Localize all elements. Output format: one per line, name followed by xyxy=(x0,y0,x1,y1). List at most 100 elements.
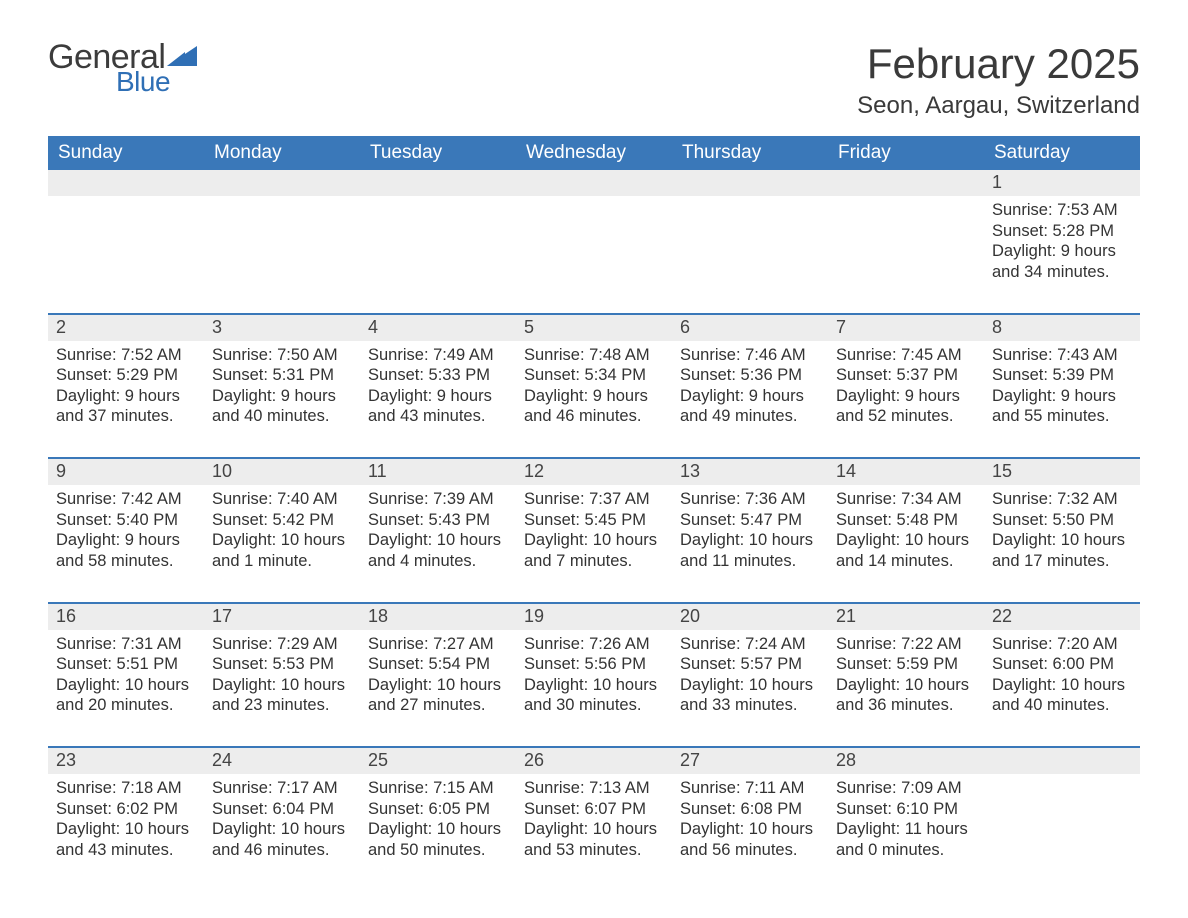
dl1-line: Daylight: 10 hours xyxy=(680,819,820,840)
day-number-cell: 10 xyxy=(204,459,360,485)
sunrise-line: Sunrise: 7:17 AM xyxy=(212,778,352,799)
sunset-line: Sunset: 6:02 PM xyxy=(56,799,196,820)
dl1-line: Daylight: 10 hours xyxy=(992,530,1132,551)
dl2-line: and 33 minutes. xyxy=(680,695,820,716)
day-number-cell: 19 xyxy=(516,604,672,630)
sunset-line: Sunset: 6:05 PM xyxy=(368,799,508,820)
sunset-line: Sunset: 6:10 PM xyxy=(836,799,976,820)
week-details-row: Sunrise: 7:42 AMSunset: 5:40 PMDaylight:… xyxy=(48,485,1140,578)
day-number-cell xyxy=(204,170,360,196)
day-number-cell: 28 xyxy=(828,748,984,774)
dl1-line: Daylight: 10 hours xyxy=(368,675,508,696)
dl2-line: and 55 minutes. xyxy=(992,406,1132,427)
sunset-line: Sunset: 5:54 PM xyxy=(368,654,508,675)
dl2-line: and 52 minutes. xyxy=(836,406,976,427)
day-number-cell: 26 xyxy=(516,748,672,774)
dl1-line: Daylight: 10 hours xyxy=(680,675,820,696)
top-bar: General Blue February 2025 Seon, Aargau,… xyxy=(48,40,1140,128)
sunrise-line: Sunrise: 7:40 AM xyxy=(212,489,352,510)
day-number-cell xyxy=(672,170,828,196)
calendar: Sunday Monday Tuesday Wednesday Thursday… xyxy=(48,136,1140,867)
dl1-line: Daylight: 10 hours xyxy=(836,530,976,551)
logo-text-blue: Blue xyxy=(116,68,201,96)
sunset-line: Sunset: 5:51 PM xyxy=(56,654,196,675)
dl1-line: Daylight: 10 hours xyxy=(524,530,664,551)
day-number-cell: 17 xyxy=(204,604,360,630)
week-details-row: Sunrise: 7:52 AMSunset: 5:29 PMDaylight:… xyxy=(48,341,1140,434)
dl2-line: and 7 minutes. xyxy=(524,551,664,572)
sunset-line: Sunset: 6:00 PM xyxy=(992,654,1132,675)
sunset-line: Sunset: 5:47 PM xyxy=(680,510,820,531)
day-details-cell: Sunrise: 7:39 AMSunset: 5:43 PMDaylight:… xyxy=(360,485,516,578)
day-details-cell xyxy=(48,196,204,289)
sunrise-line: Sunrise: 7:49 AM xyxy=(368,345,508,366)
dl2-line: and 0 minutes. xyxy=(836,840,976,861)
sunset-line: Sunset: 5:57 PM xyxy=(680,654,820,675)
day-number-cell: 24 xyxy=(204,748,360,774)
dl1-line: Daylight: 10 hours xyxy=(212,819,352,840)
location-subtitle: Seon, Aargau, Switzerland xyxy=(857,92,1140,120)
day-details-cell: Sunrise: 7:29 AMSunset: 5:53 PMDaylight:… xyxy=(204,630,360,723)
day-details-cell: Sunrise: 7:53 AMSunset: 5:28 PMDaylight:… xyxy=(984,196,1140,289)
dl2-line: and 53 minutes. xyxy=(524,840,664,861)
sunset-line: Sunset: 5:31 PM xyxy=(212,365,352,386)
dl1-line: Daylight: 11 hours xyxy=(836,819,976,840)
dl2-line: and 14 minutes. xyxy=(836,551,976,572)
day-number-cell: 7 xyxy=(828,315,984,341)
day-details-cell: Sunrise: 7:46 AMSunset: 5:36 PMDaylight:… xyxy=(672,341,828,434)
day-details-cell: Sunrise: 7:24 AMSunset: 5:57 PMDaylight:… xyxy=(672,630,828,723)
week-daynum-row: 9101112131415 xyxy=(48,459,1140,485)
sunrise-line: Sunrise: 7:18 AM xyxy=(56,778,196,799)
sunrise-line: Sunrise: 7:34 AM xyxy=(836,489,976,510)
day-details-cell xyxy=(204,196,360,289)
day-number-cell: 5 xyxy=(516,315,672,341)
day-number-cell: 23 xyxy=(48,748,204,774)
day-number-cell: 3 xyxy=(204,315,360,341)
day-details-cell: Sunrise: 7:52 AMSunset: 5:29 PMDaylight:… xyxy=(48,341,204,434)
dl1-line: Daylight: 10 hours xyxy=(524,675,664,696)
day-details-cell xyxy=(672,196,828,289)
day-details-cell: Sunrise: 7:42 AMSunset: 5:40 PMDaylight:… xyxy=(48,485,204,578)
sunset-line: Sunset: 5:33 PM xyxy=(368,365,508,386)
sunrise-line: Sunrise: 7:50 AM xyxy=(212,345,352,366)
sunset-line: Sunset: 5:56 PM xyxy=(524,654,664,675)
day-details-cell: Sunrise: 7:13 AMSunset: 6:07 PMDaylight:… xyxy=(516,774,672,867)
day-number-cell: 20 xyxy=(672,604,828,630)
dl1-line: Daylight: 9 hours xyxy=(524,386,664,407)
dl1-line: Daylight: 10 hours xyxy=(836,675,976,696)
day-number-cell xyxy=(516,170,672,196)
dl2-line: and 58 minutes. xyxy=(56,551,196,572)
dl1-line: Daylight: 9 hours xyxy=(992,386,1132,407)
day-details-cell: Sunrise: 7:37 AMSunset: 5:45 PMDaylight:… xyxy=(516,485,672,578)
sunrise-line: Sunrise: 7:09 AM xyxy=(836,778,976,799)
sunrise-line: Sunrise: 7:31 AM xyxy=(56,634,196,655)
dl2-line: and 46 minutes. xyxy=(212,840,352,861)
sunset-line: Sunset: 5:45 PM xyxy=(524,510,664,531)
logo-mark-icon xyxy=(165,44,201,68)
sunset-line: Sunset: 5:53 PM xyxy=(212,654,352,675)
day-details-cell: Sunrise: 7:32 AMSunset: 5:50 PMDaylight:… xyxy=(984,485,1140,578)
sunrise-line: Sunrise: 7:32 AM xyxy=(992,489,1132,510)
sunrise-line: Sunrise: 7:26 AM xyxy=(524,634,664,655)
week-daynum-row: 16171819202122 xyxy=(48,604,1140,630)
dl1-line: Daylight: 10 hours xyxy=(368,530,508,551)
sunrise-line: Sunrise: 7:46 AM xyxy=(680,345,820,366)
week-daynum-row: 232425262728 xyxy=(48,748,1140,774)
day-details-cell: Sunrise: 7:45 AMSunset: 5:37 PMDaylight:… xyxy=(828,341,984,434)
sunrise-line: Sunrise: 7:53 AM xyxy=(992,200,1132,221)
day-details-cell: Sunrise: 7:15 AMSunset: 6:05 PMDaylight:… xyxy=(360,774,516,867)
weekday-header: Tuesday xyxy=(360,136,516,170)
sunrise-line: Sunrise: 7:37 AM xyxy=(524,489,664,510)
sunrise-line: Sunrise: 7:13 AM xyxy=(524,778,664,799)
weekday-header: Saturday xyxy=(984,136,1140,170)
month-title: February 2025 xyxy=(857,40,1140,88)
day-number-cell: 22 xyxy=(984,604,1140,630)
weekday-header: Thursday xyxy=(672,136,828,170)
dl1-line: Daylight: 9 hours xyxy=(56,386,196,407)
sunset-line: Sunset: 5:59 PM xyxy=(836,654,976,675)
sunset-line: Sunset: 6:04 PM xyxy=(212,799,352,820)
week-daynum-row: 1 xyxy=(48,170,1140,196)
day-details-cell: Sunrise: 7:27 AMSunset: 5:54 PMDaylight:… xyxy=(360,630,516,723)
sunset-line: Sunset: 5:37 PM xyxy=(836,365,976,386)
sunset-line: Sunset: 5:28 PM xyxy=(992,221,1132,242)
